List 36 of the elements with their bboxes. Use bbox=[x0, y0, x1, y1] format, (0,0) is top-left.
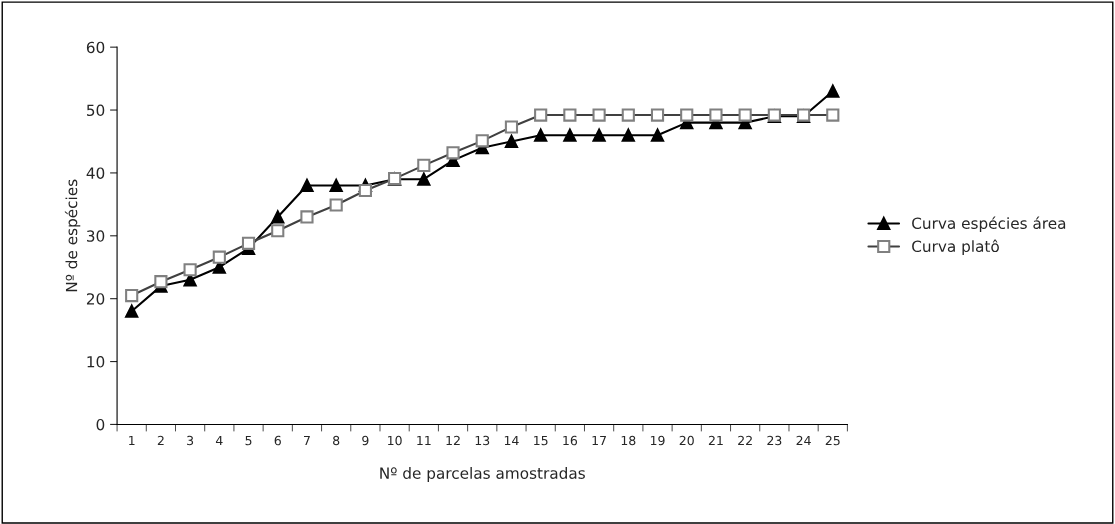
x-tick-label: 20 bbox=[679, 435, 694, 446]
y-tick-label: 50 bbox=[87, 104, 105, 117]
y-axis-title: Nº de espécies bbox=[64, 179, 81, 292]
x-tick-label: 5 bbox=[245, 435, 252, 446]
x-tick-label: 1 bbox=[129, 435, 135, 446]
x-tick-label: 7 bbox=[304, 435, 310, 446]
x-tick-label: 11 bbox=[417, 435, 431, 446]
x-axis-title: Nº de parcelas amostradas bbox=[380, 467, 585, 482]
x-tick-label: 9 bbox=[362, 435, 369, 446]
x-tick-label: 8 bbox=[333, 435, 340, 446]
x-tick-label: 23 bbox=[767, 435, 782, 446]
x-tick-label: 24 bbox=[796, 435, 811, 446]
x-tick-label: 13 bbox=[475, 435, 490, 446]
x-tick-label: 18 bbox=[621, 435, 636, 446]
x-tick-label: 14 bbox=[504, 435, 519, 446]
x-tick-label: 6 bbox=[274, 435, 281, 446]
x-tick-label: 22 bbox=[738, 435, 752, 446]
x-tick-label: 21 bbox=[708, 435, 723, 446]
x-tick-label: 17 bbox=[592, 435, 606, 446]
y-tick-label: 60 bbox=[86, 41, 105, 54]
x-tick-label: 15 bbox=[534, 435, 548, 446]
x-tick-label: 4 bbox=[215, 435, 223, 446]
y-tick-label: 40 bbox=[86, 167, 105, 179]
x-tick-label: 10 bbox=[388, 435, 402, 446]
y-tick-label: 30 bbox=[86, 230, 105, 242]
legend-label: Curva espécies área bbox=[912, 216, 1066, 232]
x-tick-label: 19 bbox=[650, 435, 665, 446]
y-tick-label: 0 bbox=[96, 418, 105, 431]
legend-label: Curva platô bbox=[912, 239, 999, 256]
x-tick-label: 16 bbox=[563, 435, 578, 446]
y-tick-label: 20 bbox=[86, 293, 105, 305]
x-tick-label: 12 bbox=[446, 435, 460, 446]
y-tick-label: 10 bbox=[87, 356, 105, 368]
x-tick-label: 3 bbox=[187, 435, 194, 446]
x-tick-label: 25 bbox=[825, 435, 840, 446]
x-tick-label: 2 bbox=[157, 435, 164, 446]
